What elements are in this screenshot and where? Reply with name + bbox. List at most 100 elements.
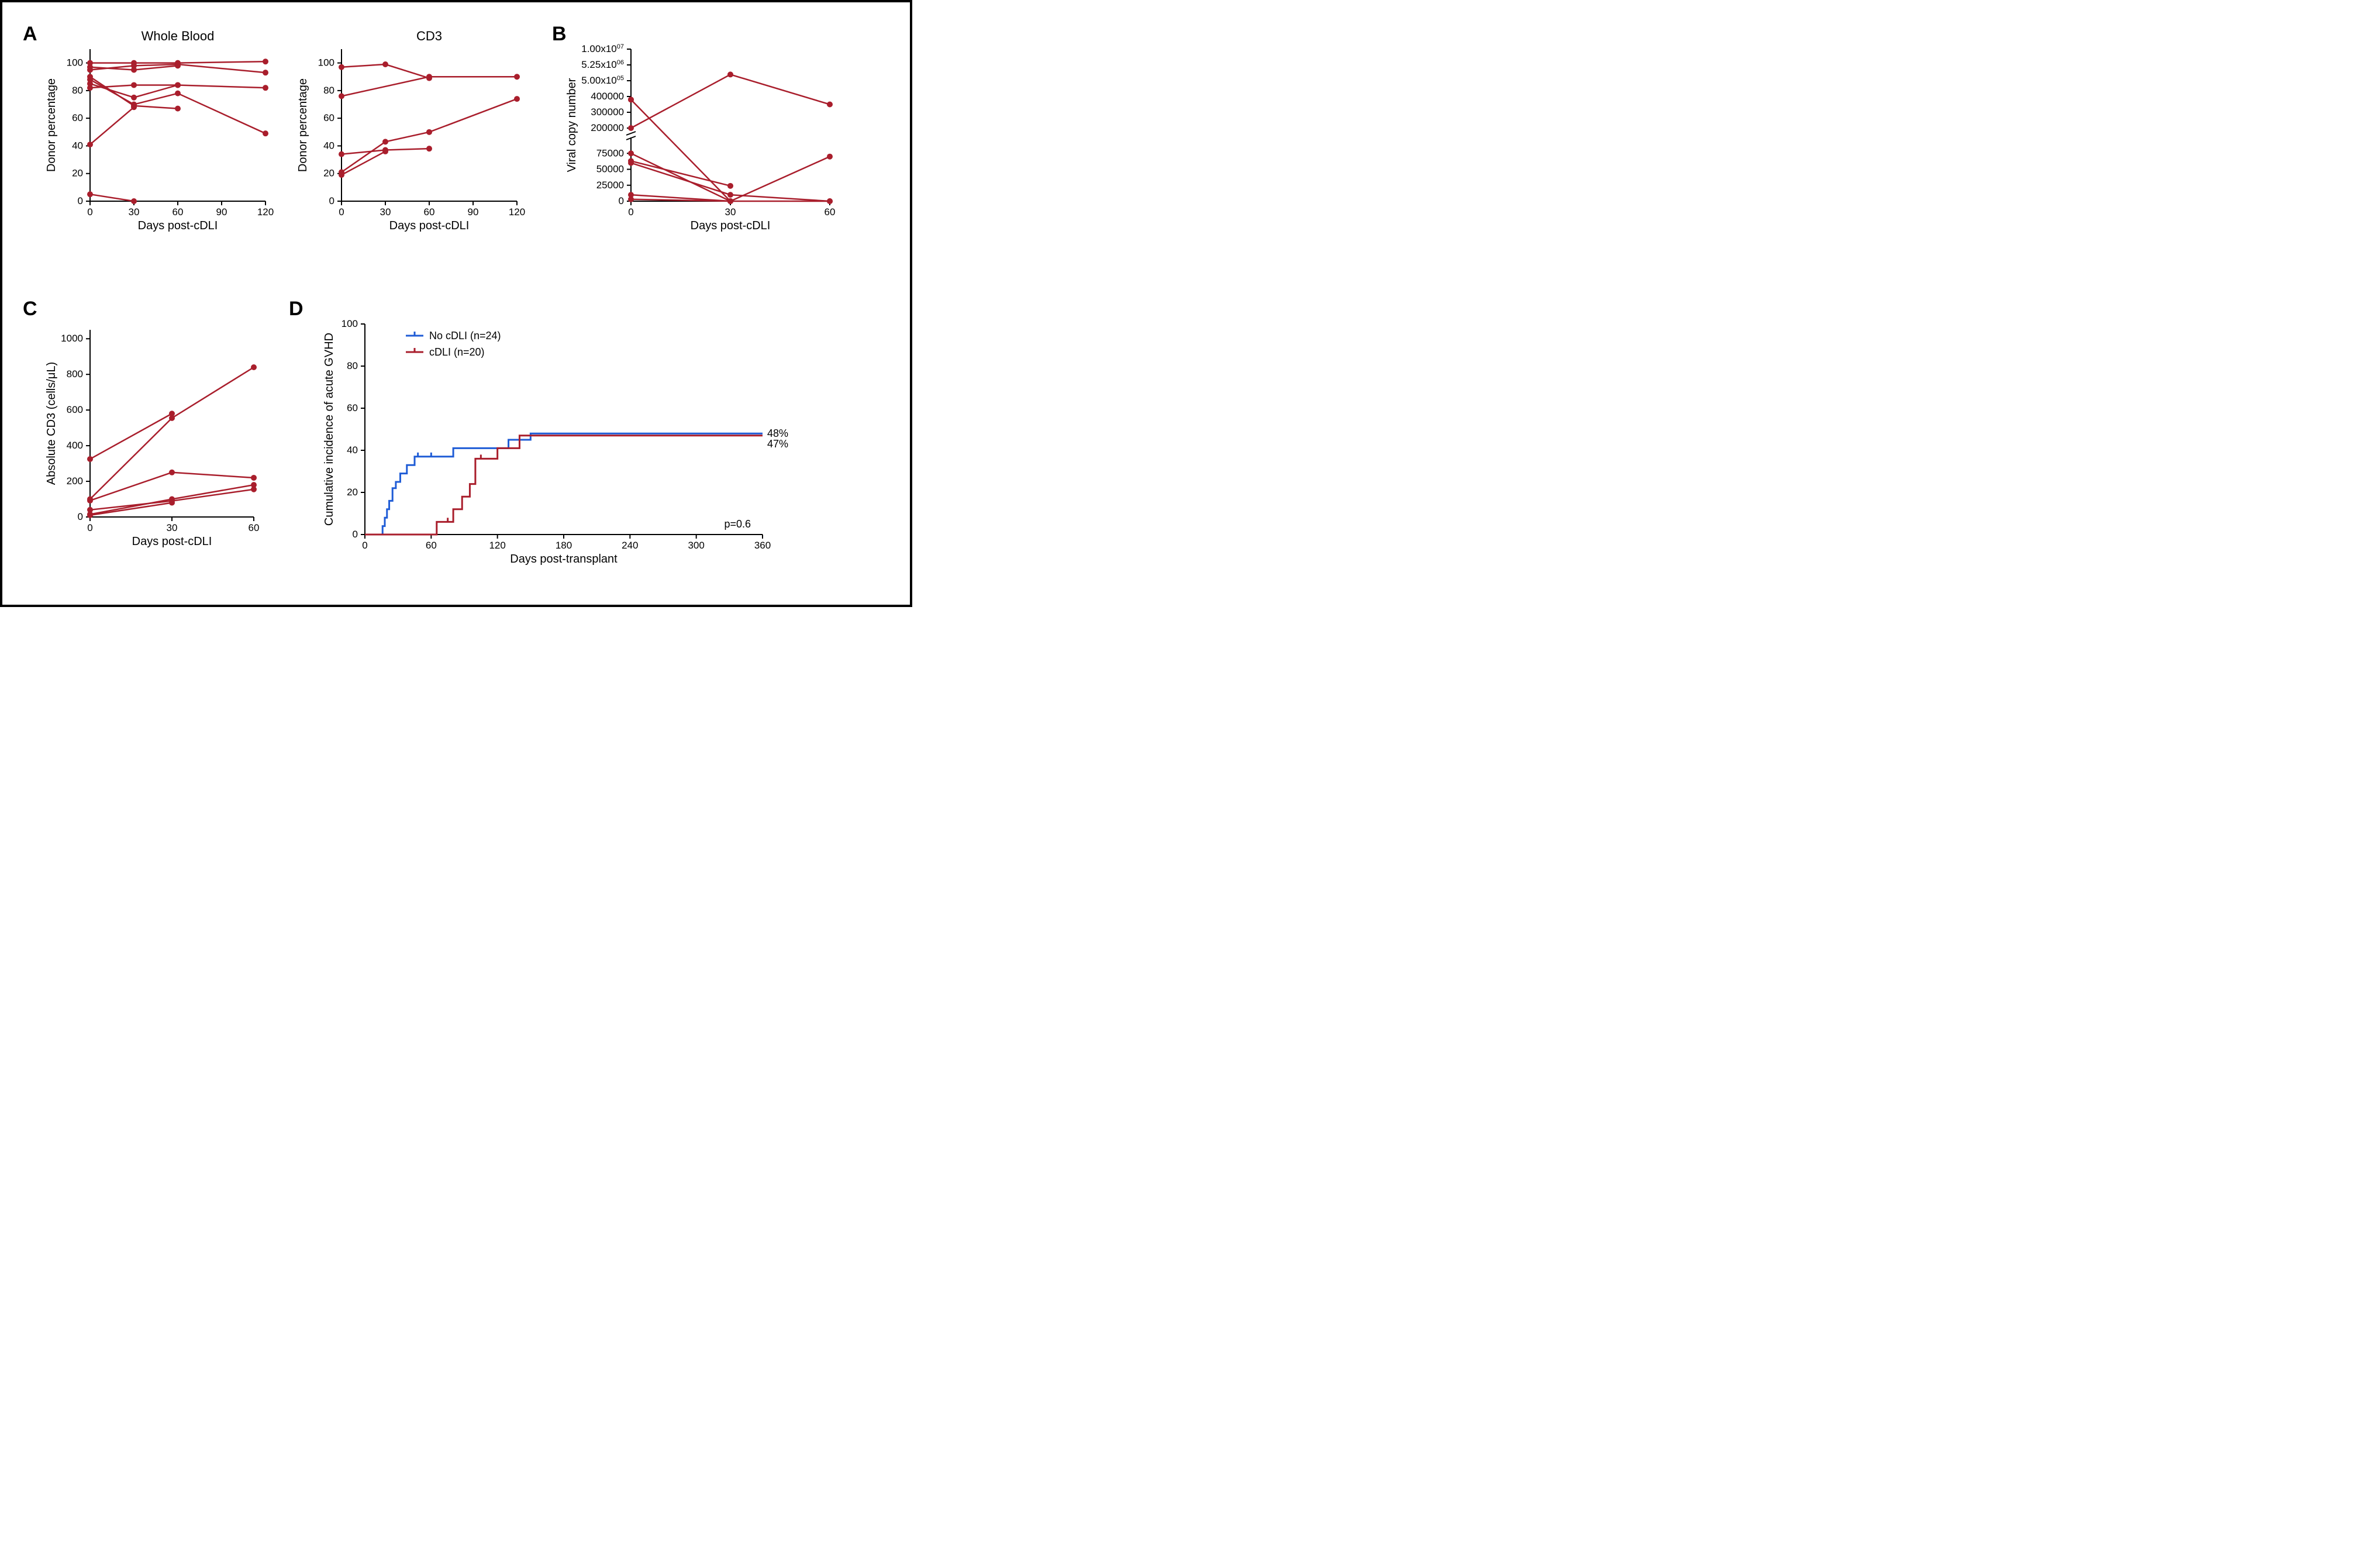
series-marker [628, 160, 634, 166]
ytick: 1.00x1007 [581, 43, 624, 54]
xtick: 240 [622, 540, 638, 551]
series-marker [175, 61, 181, 67]
series-line [342, 151, 385, 175]
series-marker [87, 85, 93, 91]
series-marker [339, 93, 344, 99]
ytick: 100 [342, 318, 358, 329]
panel-label-B: B [552, 23, 567, 45]
panel-label-C: C [23, 298, 37, 320]
xtick: 30 [167, 522, 178, 533]
series-marker [339, 64, 344, 70]
ytick: 75000 [596, 147, 624, 158]
xtick: 0 [628, 206, 633, 218]
end-label: 48% [767, 427, 788, 439]
series-marker [382, 61, 388, 67]
ytick: 20 [347, 487, 358, 498]
xtick: 180 [556, 540, 572, 551]
series-marker [263, 130, 268, 136]
series-marker [251, 475, 257, 481]
plot-title: Whole Blood [142, 29, 215, 43]
ytick: 200000 [591, 122, 624, 133]
ytick: 5.00x1005 [581, 75, 624, 86]
ytick: 40 [347, 444, 358, 456]
xtick: 120 [509, 206, 525, 218]
series-marker [827, 198, 833, 204]
series-marker [827, 154, 833, 160]
ytick: 800 [67, 368, 83, 380]
xtick: 60 [424, 206, 435, 218]
xtick: 30 [380, 206, 391, 218]
series-marker [727, 71, 733, 77]
panel-label-D: D [289, 298, 303, 320]
ylabel: Donor percentage [296, 78, 309, 172]
series-marker [87, 191, 93, 197]
pvalue: p=0.6 [724, 518, 751, 530]
series-marker [727, 183, 733, 189]
series-line [631, 74, 830, 128]
xlabel: Days post-transplant [510, 553, 618, 566]
xlabel: Days post-cDLI [138, 219, 218, 232]
ytick: 1000 [61, 333, 83, 344]
ytick: 20 [72, 168, 83, 179]
series-marker [131, 198, 137, 204]
series-marker [169, 500, 175, 506]
series-marker [263, 85, 268, 91]
xtick: 120 [489, 540, 505, 551]
series-marker [426, 146, 432, 151]
ytick: 400000 [591, 91, 624, 102]
series-marker [131, 82, 137, 88]
ytick: 50000 [596, 164, 624, 175]
series-marker [251, 482, 257, 488]
series-marker [87, 512, 93, 518]
series-marker [263, 58, 268, 64]
ylabel: Viral copy number [565, 78, 578, 172]
xtick: 90 [468, 206, 479, 218]
series-marker [169, 415, 175, 421]
xtick: 90 [216, 206, 227, 218]
series-marker [514, 74, 520, 80]
ylabel: Donor percentage [45, 78, 58, 172]
xtick: 60 [249, 522, 260, 533]
series-line [90, 194, 134, 201]
series-marker [426, 74, 432, 80]
xtick: 30 [129, 206, 140, 218]
xtick: 30 [725, 206, 736, 218]
ytick: 300000 [591, 106, 624, 118]
legend-label: cDLI (n=20) [429, 346, 485, 358]
series-marker [169, 470, 175, 475]
xtick: 0 [339, 206, 344, 218]
series-marker [628, 125, 634, 131]
series-marker [175, 106, 181, 112]
series-marker [251, 364, 257, 370]
km-curve [365, 433, 763, 535]
xlabel: Days post-cDLI [389, 219, 470, 232]
ytick: 100 [318, 57, 334, 68]
ytick: 0 [78, 511, 83, 522]
series-marker [727, 198, 733, 204]
xtick: 60 [825, 206, 836, 218]
series-marker [131, 95, 137, 101]
plot-title: CD3 [416, 29, 442, 43]
series-marker [175, 82, 181, 88]
panel-label-A: A [23, 23, 37, 45]
ytick: 60 [347, 402, 358, 413]
series-marker [727, 192, 733, 198]
xlabel: Days post-cDLI [132, 535, 212, 548]
ytick: 100 [67, 57, 83, 68]
ytick: 20 [323, 168, 334, 179]
series-marker [131, 63, 137, 68]
ytick: 40 [323, 140, 334, 151]
ytick: 200 [67, 475, 83, 487]
series-line [631, 99, 730, 201]
series-marker [263, 70, 268, 75]
xtick: 300 [688, 540, 704, 551]
figure-svg: A0306090120020406080100Days post-cDLIDon… [14, 14, 903, 593]
ytick: 0 [78, 195, 83, 206]
xtick: 0 [362, 540, 367, 551]
series-marker [382, 149, 388, 154]
series-line [90, 107, 134, 144]
xtick: 60 [426, 540, 437, 551]
ytick: 60 [323, 112, 334, 123]
km-curve [365, 436, 763, 535]
series-marker [628, 96, 634, 102]
